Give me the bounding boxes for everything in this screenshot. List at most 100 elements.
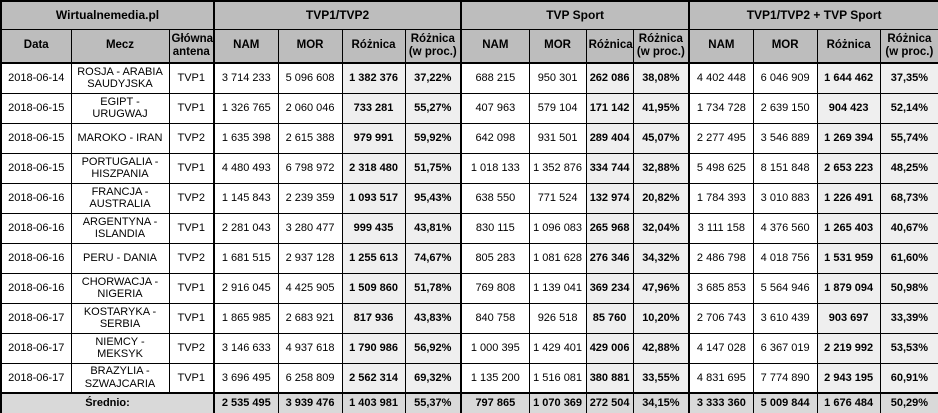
channel-cell: TVP2 [168,242,215,274]
average-row: Średnio: 2 535 495 3 939 476 1 403 981 5… [0,392,938,413]
avg-roznica-proc-1: 55,37% [404,392,462,413]
diff-pct-cell: 50,98% [879,272,938,304]
col-mecz: Mecz [70,28,170,64]
col-roznica-3: Różnica [816,28,881,64]
group-tvp1-tvp2: TVP1/TVP2 [213,0,462,30]
date-cell: 2018-06-17 [0,362,72,394]
nam-cell: 805 283 [460,242,530,274]
mor-cell: 4 937 618 [277,332,343,364]
mor-cell: 5 564 946 [752,272,818,304]
group-tvp-sport: TVP Sport [460,0,690,30]
group-header-row: Wirtualnemedia.pl TVP1/TVP2 TVP Sport TV… [0,0,938,30]
diff-pct-cell: 68,73% [879,182,938,214]
nam-cell: 4 402 448 [688,62,754,94]
match-cell: PERU - DANIA [70,242,170,274]
diff-pct-cell: 41,95% [632,92,690,124]
diff-cell: 265 968 [585,212,634,244]
mor-cell: 2 060 046 [277,92,343,124]
mor-cell: 1 081 628 [528,242,587,274]
avg-nam-3: 3 333 360 [688,392,754,413]
table-row: 2018-06-16 FRANCJA - AUSTRALIA TVP2 1 145 8… [0,182,938,214]
col-nam-1: NAM [213,28,279,64]
date-cell: 2018-06-15 [0,92,72,124]
diff-pct-cell: 74,67% [404,242,462,274]
nam-cell: 1 135 200 [460,362,530,394]
diff-cell: 2 318 480 [341,152,406,184]
mor-cell: 6 798 972 [277,152,343,184]
diff-pct-cell: 43,81% [404,212,462,244]
mor-cell: 2 639 150 [752,92,818,124]
mor-cell: 1 429 401 [528,332,587,364]
mor-cell: 4 425 905 [277,272,343,304]
mor-cell: 5 096 608 [277,62,343,94]
nam-cell: 1 865 985 [213,302,279,334]
diff-pct-cell: 69,32% [404,362,462,394]
diff-cell: 1 269 394 [816,122,881,154]
diff-cell: 817 936 [341,302,406,334]
diff-pct-cell: 43,83% [404,302,462,334]
nam-cell: 1 326 765 [213,92,279,124]
diff-pct-cell: 95,43% [404,182,462,214]
diff-pct-cell: 10,20% [632,302,690,334]
match-cell: NIEMCY - MEKSYK [70,332,170,364]
col-mor-1: MOR [277,28,343,64]
date-cell: 2018-06-16 [0,242,72,274]
diff-cell: 369 234 [585,272,634,304]
diff-cell: 1 790 986 [341,332,406,364]
channel-cell: TVP2 [168,122,215,154]
nam-cell: 3 696 495 [213,362,279,394]
diff-cell: 429 006 [585,332,634,364]
diff-cell: 1 644 462 [816,62,881,94]
mor-cell: 7 774 890 [752,362,818,394]
avg-mor-1: 3 939 476 [277,392,343,413]
match-cell: FRANCJA - AUSTRALIA [70,182,170,214]
mor-cell: 2 239 359 [277,182,343,214]
diff-pct-cell: 38,08% [632,62,690,94]
diff-cell: 276 346 [585,242,634,274]
mor-cell: 1 352 876 [528,152,587,184]
avg-roznica-2: 272 504 [585,392,634,413]
mor-cell: 6 258 809 [277,362,343,394]
date-cell: 2018-06-14 [0,62,72,94]
table-row: 2018-06-16 ARGENTYNA - ISLANDIA TVP1 2 281 … [0,212,938,244]
diff-cell: 1 879 094 [816,272,881,304]
diff-cell: 85 760 [585,302,634,334]
diff-cell: 1 265 403 [816,212,881,244]
nam-cell: 4 480 493 [213,152,279,184]
diff-pct-cell: 37,35% [879,62,938,94]
diff-cell: 2 943 195 [816,362,881,394]
nam-cell: 840 758 [460,302,530,334]
avg-nam-2: 797 865 [460,392,530,413]
col-nam-2: NAM [460,28,530,64]
group-tvp1-tvp2-plus-sport: TVP1/TVP2 + TVP Sport [688,0,938,30]
col-roznica-proc-3: Różnica (w proc.) [879,28,938,64]
diff-cell: 2 653 223 [816,152,881,184]
col-nam-3: NAM [688,28,754,64]
nam-cell: 3 146 633 [213,332,279,364]
nam-cell: 5 498 625 [688,152,754,184]
channel-cell: TVP1 [168,152,215,184]
mor-cell: 926 518 [528,302,587,334]
mor-cell: 4 376 560 [752,212,818,244]
diff-pct-cell: 40,67% [879,212,938,244]
date-cell: 2018-06-15 [0,152,72,184]
mor-cell: 3 546 889 [752,122,818,154]
mor-cell: 6 046 909 [752,62,818,94]
diff-pct-cell: 59,92% [404,122,462,154]
mor-cell: 3 010 883 [752,182,818,214]
diff-cell: 132 974 [585,182,634,214]
diff-pct-cell: 37,22% [404,62,462,94]
diff-cell: 1 531 959 [816,242,881,274]
diff-cell: 262 086 [585,62,634,94]
mor-cell: 3 610 439 [752,302,818,334]
diff-cell: 903 697 [816,302,881,334]
date-cell: 2018-06-16 [0,272,72,304]
nam-cell: 688 215 [460,62,530,94]
match-cell: CHORWACJA - NIGERIA [70,272,170,304]
table-row: 2018-06-16 CHORWACJA - NIGERIA TVP1 2 916 0… [0,272,938,304]
nam-cell: 1 734 728 [688,92,754,124]
nam-cell: 3 685 853 [688,272,754,304]
diff-pct-cell: 20,82% [632,182,690,214]
mor-cell: 950 301 [528,62,587,94]
diff-cell: 1 226 491 [816,182,881,214]
